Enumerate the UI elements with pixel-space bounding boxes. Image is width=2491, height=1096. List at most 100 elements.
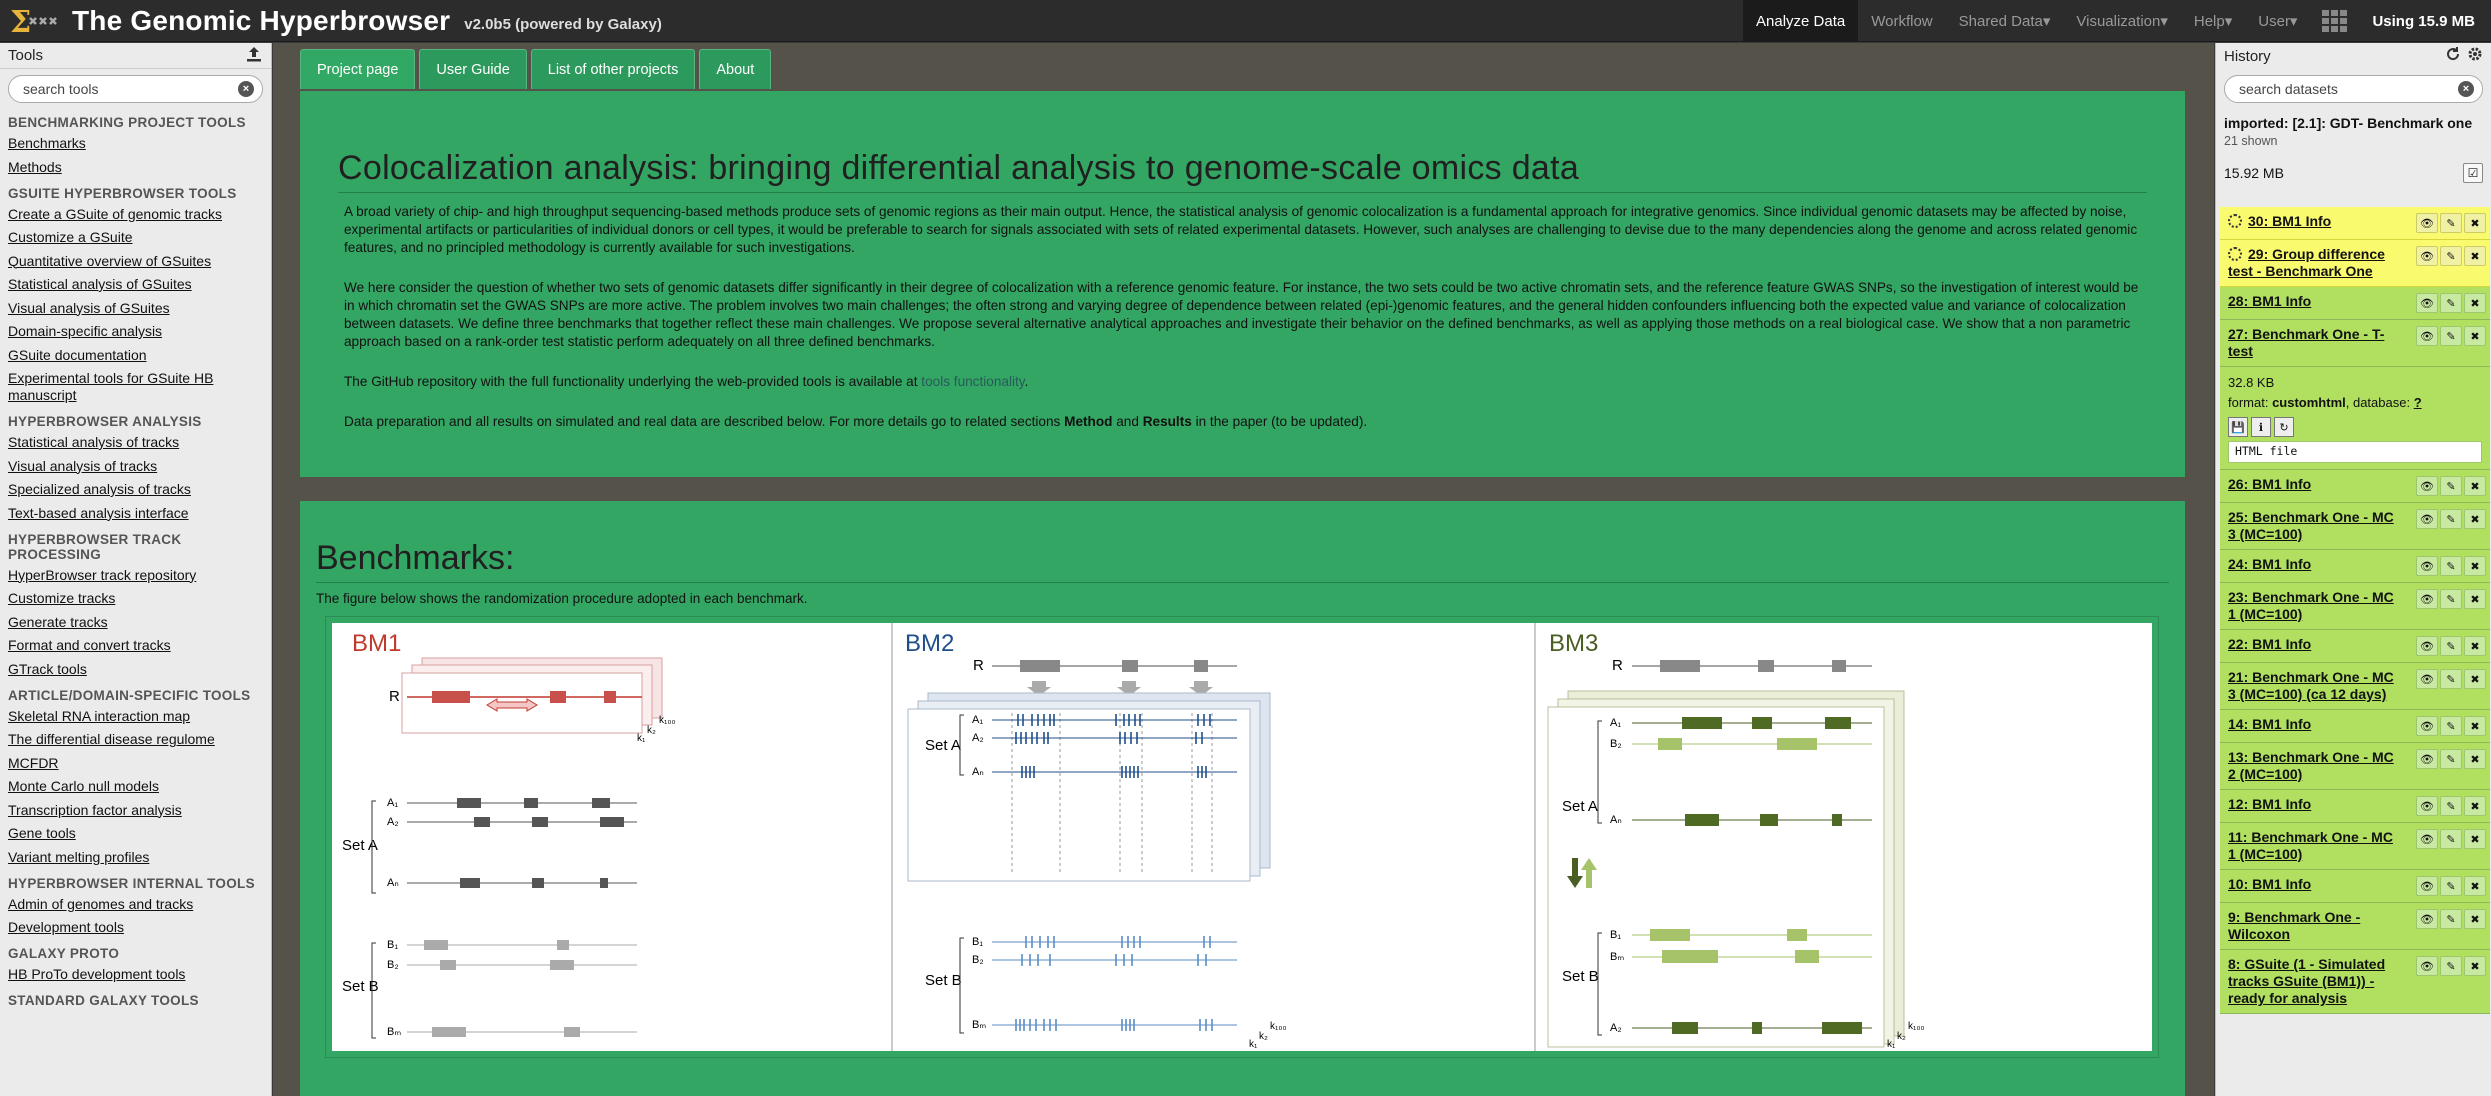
tool-link[interactable]: Specialized analysis of tracks xyxy=(8,481,191,497)
pencil-icon[interactable]: ✎ xyxy=(2440,829,2462,849)
pencil-icon[interactable]: ✎ xyxy=(2440,636,2462,656)
tool-link[interactable]: GSuite documentation xyxy=(8,346,147,363)
dataset-title[interactable]: 26: BM1 Info xyxy=(2228,476,2403,493)
nav-user[interactable]: User▾ xyxy=(2258,13,2298,30)
tool-link[interactable]: Transcription factor analysis xyxy=(8,801,182,818)
dataset-item[interactable]: 27: Benchmark One - T-test 👁 ✎ ✖ xyxy=(2220,320,2490,367)
eye-icon[interactable]: 👁 xyxy=(2416,796,2438,816)
dataset-title[interactable]: 13: Benchmark One - MC 2 (MC=100) xyxy=(2228,749,2403,783)
nav-shared-data[interactable]: Shared Data▾ xyxy=(1958,13,2051,30)
tool-link[interactable]: Text-based analysis interface xyxy=(8,504,189,521)
tab-project-page[interactable]: Project page xyxy=(300,49,416,89)
delete-icon[interactable]: ✖ xyxy=(2464,669,2486,689)
eye-icon[interactable]: 👁 xyxy=(2416,509,2438,529)
eye-icon[interactable]: 👁 xyxy=(2416,556,2438,576)
dataset-title[interactable]: 22: BM1 Info xyxy=(2228,636,2403,653)
dataset-title[interactable]: 9: Benchmark One - Wilcoxon xyxy=(2228,909,2403,943)
tool-link[interactable]: GTrack tools xyxy=(8,660,87,677)
dataset-item[interactable]: 9: Benchmark One - Wilcoxon 👁 ✎ ✖ xyxy=(2220,903,2490,950)
nav-help[interactable]: Help▾ xyxy=(2193,13,2233,30)
select-datasets-icon[interactable]: ☑ xyxy=(2463,163,2483,183)
pencil-icon[interactable]: ✎ xyxy=(2440,909,2462,929)
tool-section-title[interactable]: HYPERBROWSER INTERNAL TOOLS xyxy=(8,875,255,891)
dataset-item[interactable]: 29: Group difference test - Benchmark On… xyxy=(2220,240,2490,287)
eye-icon[interactable]: 👁 xyxy=(2416,956,2438,976)
delete-icon[interactable]: ✖ xyxy=(2464,556,2486,576)
dataset-title[interactable]: 25: Benchmark One - MC 3 (MC=100) xyxy=(2228,509,2403,543)
pencil-icon[interactable]: ✎ xyxy=(2440,293,2462,313)
nav-workflow[interactable]: Workflow xyxy=(1871,12,1933,30)
tab-other-projects[interactable]: List of other projects xyxy=(530,49,696,89)
tool-section-title[interactable]: HYPERBROWSER ANALYSIS xyxy=(8,414,202,429)
tool-link[interactable]: HB ProTo development tools xyxy=(8,966,186,982)
pencil-icon[interactable]: ✎ xyxy=(2440,246,2462,266)
delete-icon[interactable]: ✖ xyxy=(2464,716,2486,736)
delete-icon[interactable]: ✖ xyxy=(2464,213,2486,233)
info-icon[interactable]: ℹ xyxy=(2251,417,2271,437)
tool-link[interactable]: Quantitative overview of GSuites xyxy=(8,252,212,269)
nav-analyze-data[interactable]: Analyze Data xyxy=(1743,0,1859,42)
history-search-input[interactable]: search datasets × xyxy=(2224,75,2483,103)
pencil-icon[interactable]: ✎ xyxy=(2440,956,2462,976)
delete-icon[interactable]: ✖ xyxy=(2464,909,2486,929)
tool-section-title[interactable]: GSUITE HYPERBROWSER TOOLS xyxy=(8,185,237,201)
gear-icon[interactable] xyxy=(2467,46,2483,66)
tool-link[interactable]: The differential disease regulome xyxy=(8,731,215,747)
dataset-item[interactable]: 21: Benchmark One - MC 3 (MC=100) (ca 12… xyxy=(2220,663,2490,710)
tool-link[interactable]: Format and convert tracks xyxy=(8,637,171,653)
tool-link[interactable]: Methods xyxy=(8,158,62,175)
delete-icon[interactable]: ✖ xyxy=(2464,796,2486,816)
pencil-icon[interactable]: ✎ xyxy=(2440,476,2462,496)
dataset-title[interactable]: 28: BM1 Info xyxy=(2228,293,2403,310)
dataset-item[interactable]: 24: BM1 Info 👁 ✎ ✖ xyxy=(2220,550,2490,583)
tool-section-title[interactable]: STANDARD GALAXY TOOLS xyxy=(8,993,199,1008)
tool-link[interactable]: Gene tools xyxy=(8,825,76,841)
dataset-title[interactable]: 8: GSuite (1 - Simulated tracks GSuite (… xyxy=(2228,956,2403,1007)
tool-link[interactable]: Visual analysis of tracks xyxy=(8,457,158,474)
tool-link[interactable]: Monte Carlo null models xyxy=(8,778,159,794)
tool-link[interactable]: Skeletal RNA interaction map xyxy=(8,707,191,724)
delete-icon[interactable]: ✖ xyxy=(2464,589,2486,609)
pencil-icon[interactable]: ✎ xyxy=(2440,876,2462,896)
dataset-item[interactable]: 13: Benchmark One - MC 2 (MC=100) 👁 ✎ ✖ xyxy=(2220,743,2490,790)
delete-icon[interactable]: ✖ xyxy=(2464,293,2486,313)
dataset-title[interactable]: 14: BM1 Info xyxy=(2228,716,2403,733)
tool-link[interactable]: Development tools xyxy=(8,919,124,935)
dataset-item[interactable]: 10: BM1 Info 👁 ✎ ✖ xyxy=(2220,870,2490,903)
delete-icon[interactable]: ✖ xyxy=(2464,509,2486,529)
pencil-icon[interactable]: ✎ xyxy=(2440,556,2462,576)
delete-icon[interactable]: ✖ xyxy=(2464,876,2486,896)
delete-icon[interactable]: ✖ xyxy=(2464,246,2486,266)
upload-icon[interactable] xyxy=(245,45,263,67)
dataset-title[interactable]: 27: Benchmark One - T-test xyxy=(2228,326,2403,360)
dataset-title[interactable]: 11: Benchmark One - MC 1 (MC=100) xyxy=(2228,829,2403,863)
tool-link[interactable]: Variant melting profiles xyxy=(8,848,150,865)
dataset-title[interactable]: 10: BM1 Info xyxy=(2228,876,2403,893)
dataset-title[interactable]: 30: BM1 Info xyxy=(2228,213,2403,230)
pencil-icon[interactable]: ✎ xyxy=(2440,796,2462,816)
eye-icon[interactable]: 👁 xyxy=(2416,669,2438,689)
history-name[interactable]: imported: [2.1]: GDT- Benchmark one xyxy=(2224,115,2473,131)
tool-link[interactable]: Create a GSuite of genomic tracks xyxy=(8,205,222,222)
pencil-icon[interactable]: ✎ xyxy=(2440,716,2462,736)
delete-icon[interactable]: ✖ xyxy=(2464,636,2486,656)
apps-grid-icon[interactable] xyxy=(2310,0,2360,42)
pencil-icon[interactable]: ✎ xyxy=(2440,213,2462,233)
dataset-item[interactable]: 26: BM1 Info 👁 ✎ ✖ xyxy=(2220,470,2490,503)
delete-icon[interactable]: ✖ xyxy=(2464,326,2486,346)
pencil-icon[interactable]: ✎ xyxy=(2440,669,2462,689)
pencil-icon[interactable]: ✎ xyxy=(2440,326,2462,346)
delete-icon[interactable]: ✖ xyxy=(2464,956,2486,976)
eye-icon[interactable]: 👁 xyxy=(2416,876,2438,896)
eye-icon[interactable]: 👁 xyxy=(2416,476,2438,496)
eye-icon[interactable]: 👁 xyxy=(2416,246,2438,266)
clear-search-icon[interactable]: × xyxy=(238,81,254,97)
eye-icon[interactable]: 👁 xyxy=(2416,749,2438,769)
dataset-title[interactable]: 12: BM1 Info xyxy=(2228,796,2403,813)
tool-section-title[interactable]: ARTICLE/DOMAIN-SPECIFIC TOOLS xyxy=(8,687,251,703)
eye-icon[interactable]: 👁 xyxy=(2416,636,2438,656)
tab-user-guide[interactable]: User Guide xyxy=(419,49,527,89)
dataset-item[interactable]: 25: Benchmark One - MC 3 (MC=100) 👁 ✎ ✖ xyxy=(2220,503,2490,550)
dataset-item[interactable]: 30: BM1 Info 👁 ✎ ✖ xyxy=(2220,207,2490,240)
tool-link[interactable]: Statistical analysis of tracks xyxy=(8,434,180,450)
